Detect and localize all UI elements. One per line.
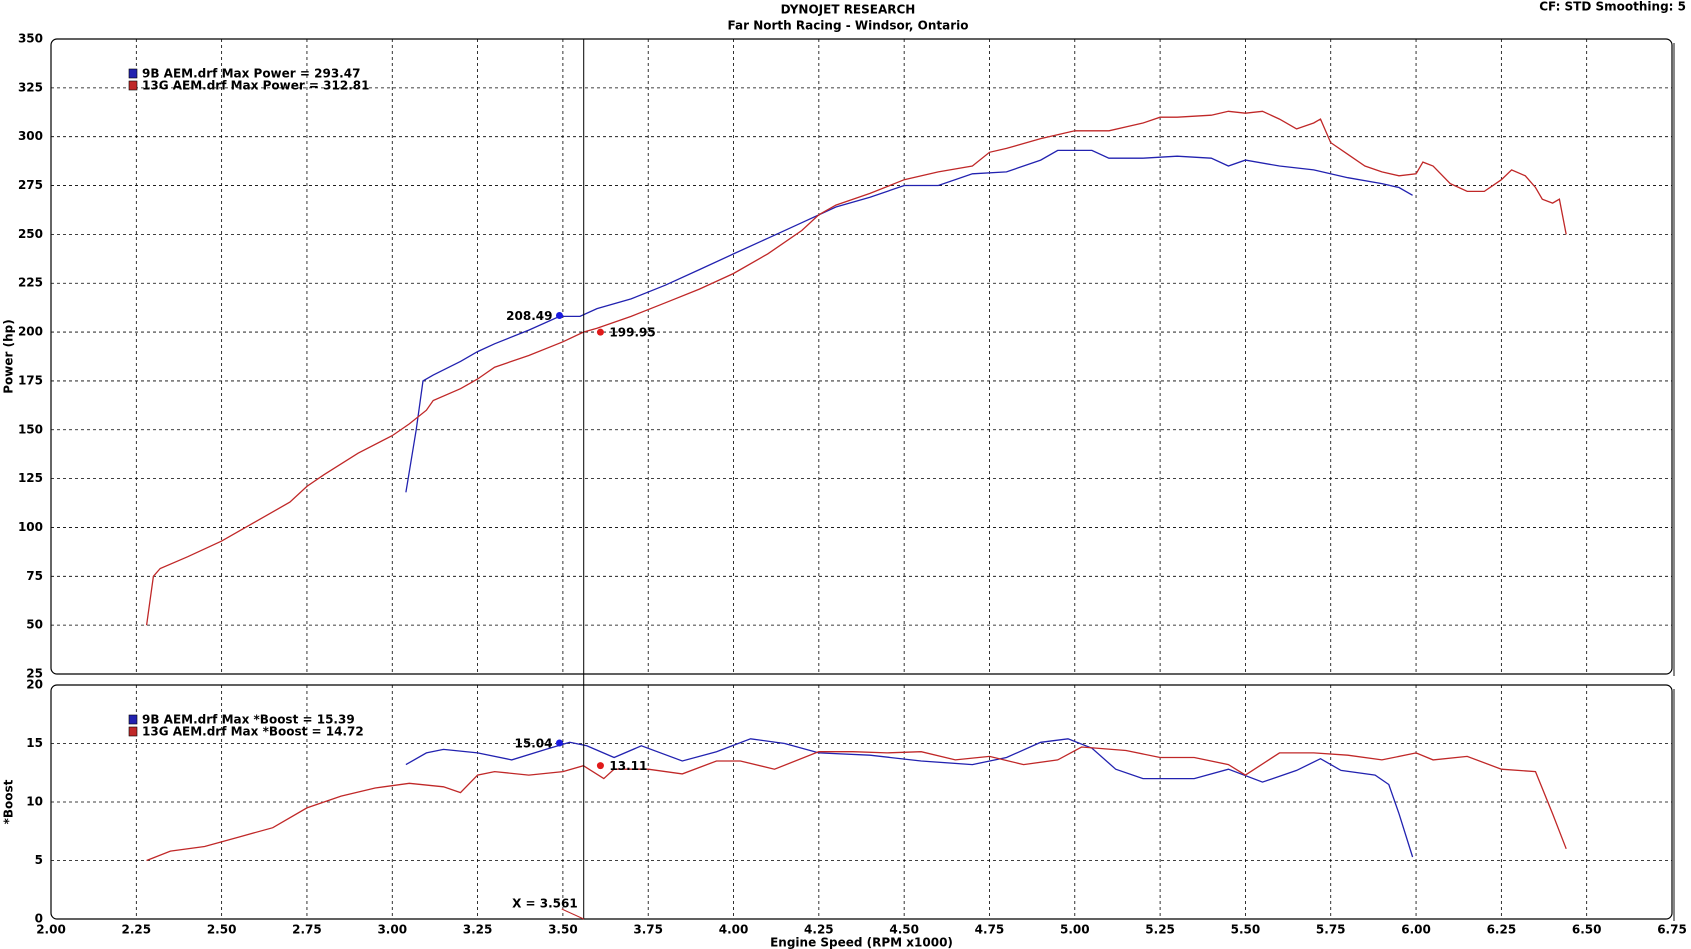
series-line <box>405 149 1413 493</box>
cursor-marker <box>555 739 563 747</box>
x-tick-label: 4.00 <box>719 923 749 937</box>
x-axis-label: Engine Speed (RPM x1000) <box>770 936 953 949</box>
y-tick-label: 250 <box>18 227 43 241</box>
legend-swatch <box>128 80 138 91</box>
series-line <box>145 110 1567 626</box>
x-tick-label: 3.25 <box>463 923 493 937</box>
x-tick-label: 6.75 <box>1657 923 1687 937</box>
y-axis-label: *Boost <box>2 779 16 824</box>
x-tick-label: 2.50 <box>207 923 237 937</box>
x-tick-label: 4.75 <box>975 923 1005 937</box>
y-tick-label: 15 <box>26 736 43 750</box>
y-tick-label: 300 <box>18 129 43 143</box>
y-tick-label: 325 <box>18 80 43 94</box>
y-tick-label: 0 <box>35 912 43 926</box>
cursor-pointer <box>561 908 584 920</box>
x-tick-label: 6.25 <box>1487 923 1517 937</box>
cursor-marker <box>596 762 604 770</box>
legend-swatch <box>128 726 138 737</box>
y-tick-label: 350 <box>18 32 43 46</box>
x-tick-label: 3.00 <box>377 923 407 937</box>
chart-subtitle: Far North Racing - Windsor, Ontario <box>728 19 969 33</box>
marker-label: 13.11 <box>609 759 647 773</box>
x-tick-label: 3.75 <box>633 923 663 937</box>
x-tick-label: 2.25 <box>122 923 152 937</box>
header-note: CF: STD Smoothing: 5 <box>1539 0 1686 14</box>
cursor-marker <box>555 311 563 319</box>
y-tick-label: 275 <box>18 178 43 192</box>
legend-swatch <box>128 714 138 725</box>
cursor-label: X = 3.561 <box>512 897 578 911</box>
x-tick-label: 4.25 <box>804 923 834 937</box>
plot-frame <box>50 38 1673 675</box>
x-tick-label: 6.50 <box>1572 923 1602 937</box>
x-tick-label: 5.50 <box>1231 923 1261 937</box>
legend-entry: 9B AEM.drf Max *Boost = 15.39 <box>142 713 355 727</box>
y-tick-label: 200 <box>18 325 43 339</box>
y-tick-label: 100 <box>18 520 43 534</box>
series-line <box>146 746 1567 862</box>
y-tick-label: 175 <box>18 373 43 387</box>
y-axis-label: Power (hp) <box>2 319 16 393</box>
x-tick-label: 3.50 <box>548 923 578 937</box>
x-tick-label: 5.75 <box>1316 923 1346 937</box>
y-tick-label: 25 <box>26 667 43 681</box>
x-tick-label: 4.50 <box>889 923 919 937</box>
x-tick-label: 5.25 <box>1145 923 1175 937</box>
y-tick-label: 225 <box>18 276 43 290</box>
marker-label: 199.95 <box>609 326 655 340</box>
y-tick-label: 5 <box>35 853 43 867</box>
y-tick-label: 75 <box>26 569 43 583</box>
y-tick-label: 20 <box>26 678 43 692</box>
x-tick-label: 5.00 <box>1060 923 1090 937</box>
legend-entry: 9B AEM.drf Max Power = 293.47 <box>142 67 360 81</box>
legend-entry: 13G AEM.drf Max Power = 312.81 <box>142 79 369 93</box>
cursor-marker <box>596 328 604 336</box>
y-tick-label: 50 <box>26 618 43 632</box>
x-tick-label: 6.00 <box>1401 923 1431 937</box>
marker-label: 15.04 <box>515 737 553 751</box>
x-tick-label: 2.75 <box>292 923 322 937</box>
x-tick-label: 2.00 <box>36 923 66 937</box>
legend-entry: 13G AEM.drf Max *Boost = 14.72 <box>142 725 364 739</box>
y-tick-label: 10 <box>26 795 43 809</box>
chart-title: DYNOJET RESEARCH <box>781 3 916 17</box>
y-tick-label: 125 <box>18 471 43 485</box>
y-tick-label: 150 <box>18 422 43 436</box>
legend-swatch <box>128 68 138 79</box>
marker-label: 208.49 <box>506 309 552 323</box>
